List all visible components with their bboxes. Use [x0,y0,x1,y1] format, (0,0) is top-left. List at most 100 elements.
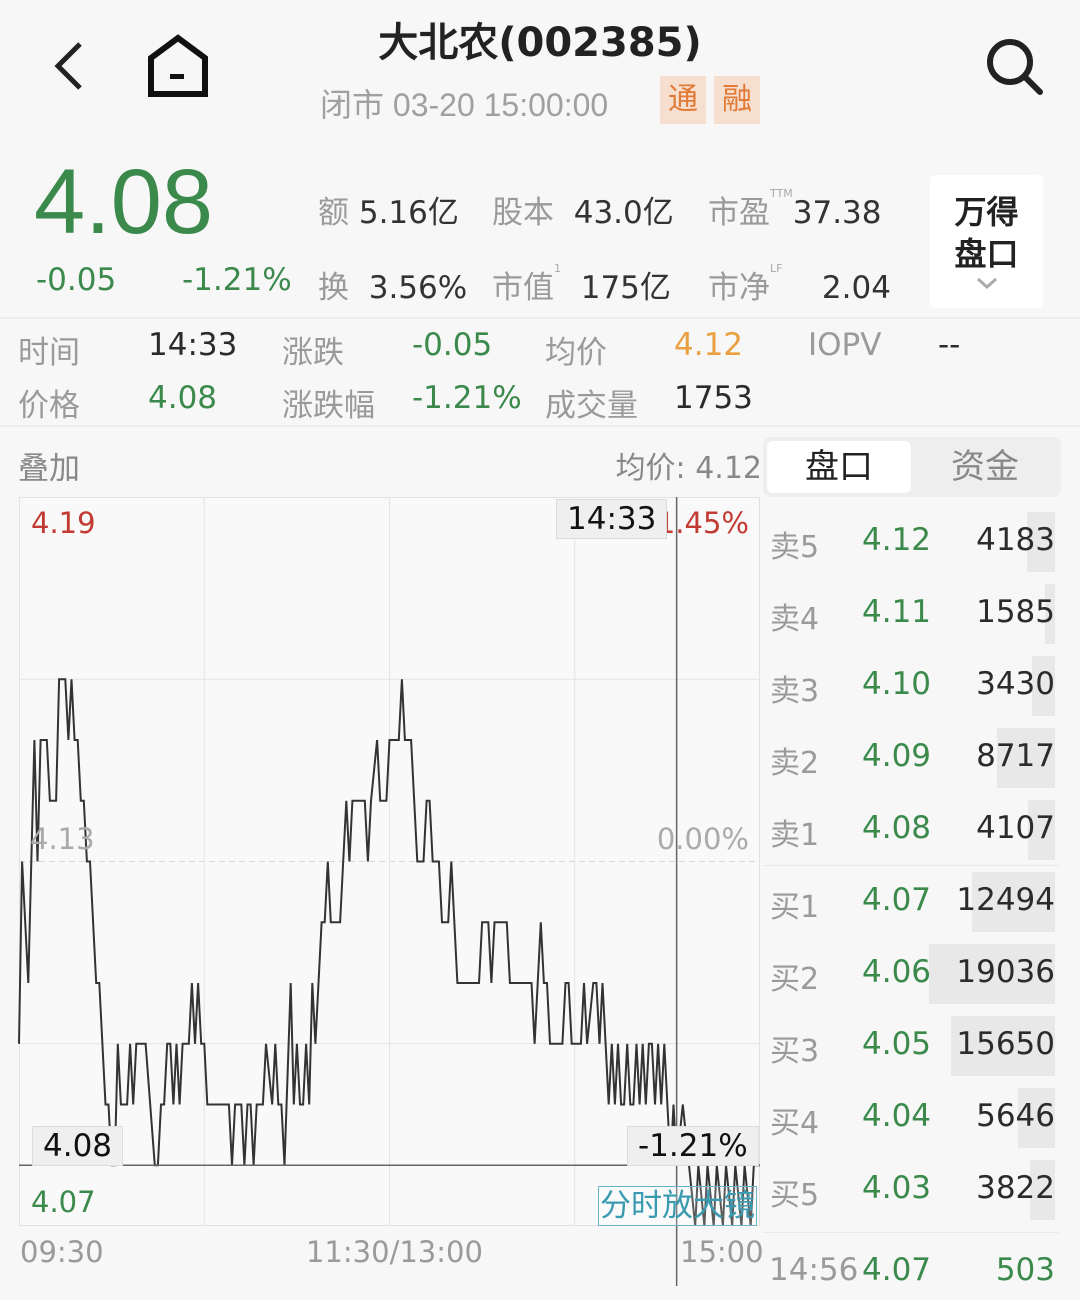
level-label: 买1 [770,890,820,925]
order-book-row[interactable]: 买2 4.06 19036 [763,944,1059,1004]
y-tick-top: 4.19 [31,506,96,540]
divider [0,425,1080,427]
stat-share: 股本 43.0亿 [492,187,674,232]
info-time: 14:33 [148,327,238,363]
level-price: 4.08 [862,810,932,846]
stat-value: 2.04 [821,270,891,306]
stat-label: 市盈 [708,195,770,231]
info-volume: 1753 [674,380,753,416]
trade-price: 4.07 [862,1252,932,1288]
order-book-row[interactable]: 买5 4.03 3822 [763,1160,1059,1220]
info-chg-pct: -1.21% [412,380,522,416]
tab-orderbook[interactable]: 盘口 [767,441,911,493]
stat-value: 5.16亿 [358,195,459,231]
level-price: 4.03 [862,1170,932,1206]
ob-divider [763,1232,1059,1233]
market-status: 闭市 03-20 15:00:00 [320,87,609,123]
chart-canvas [18,497,760,1286]
home-button[interactable] [146,34,210,98]
order-book-row[interactable]: 卖4 4.11 1585 [763,584,1059,644]
level-price: 4.11 [862,594,932,630]
info-chg-label: 涨跌 [282,335,344,371]
level-price: 4.06 [862,954,932,990]
stat-label: 股本 [492,195,554,231]
stat-value: 37.38 [792,195,882,231]
overlay-button[interactable]: 叠加 [18,451,80,487]
level-label: 买5 [770,1178,820,1213]
level-price: 4.12 [862,522,932,558]
info-price: 4.08 [148,380,218,416]
level-label: 买4 [770,1106,820,1141]
chevron-left-icon [54,42,82,90]
stat-value: 175亿 [580,270,671,306]
info-avg: 4.12 [674,327,744,363]
level-volume: 5646 [976,1098,1055,1134]
pct-tick-top: 1.45% [656,506,749,540]
back-button[interactable] [48,38,92,94]
stat-pb: 市净LF 2.04 [708,262,891,307]
pct-tick-mid: 0.00% [656,822,749,856]
volume-bar [929,944,1055,1004]
stat-pe: 市盈TTM37.38 [708,187,882,232]
level-price: 4.05 [862,1026,932,1062]
level-label: 买3 [770,1034,820,1069]
order-book-row[interactable]: 卖2 4.09 8717 [763,728,1059,788]
order-book-row[interactable]: 买3 4.05 15650 [763,1016,1059,1076]
order-book-row[interactable]: 卖1 4.08 4107 [763,800,1059,860]
volume-bar [1029,1160,1055,1220]
stat-sup: 1 [554,262,561,275]
level-volume: 8717 [976,738,1055,774]
info-time-label: 时间 [18,335,80,371]
wind-orderbook-button[interactable]: 万得 盘口 [930,175,1043,308]
last-trade-row: 14:56 4.07 503 [763,1240,1059,1300]
volume-bar [1044,584,1055,644]
info-price-label: 价格 [18,388,80,424]
order-book-row[interactable]: 买4 4.04 5646 [763,1088,1059,1148]
stat-label: 换 [318,270,349,306]
level-price: 4.10 [862,666,932,702]
stat-label: 额 [318,195,349,231]
search-button[interactable] [982,34,1046,98]
level-volume: 4107 [976,810,1055,846]
level-label: 卖3 [770,674,820,709]
wind-button-line1: 万得 [954,193,1019,231]
level-price: 4.04 [862,1098,932,1134]
divider [0,317,1080,319]
price-change-pct: -1.21% [182,262,292,298]
info-iopv: -- [938,327,961,363]
y-tick-mid: 4.13 [30,822,95,856]
level-volume: 12494 [956,882,1055,918]
level-volume: 4183 [976,522,1055,558]
x-tick-midday: 11:30/13:00 [306,1235,483,1269]
ob-divider [763,865,1059,866]
stat-label: 市净 [708,270,770,306]
x-tick-open: 09:30 [20,1235,104,1269]
stat-amount: 额 5.16亿 [318,187,459,232]
order-book-row[interactable]: 卖5 4.12 4183 [763,512,1059,572]
level-volume: 1585 [976,594,1055,630]
stat-label: 市值 [492,270,554,306]
volume-bar [1027,512,1055,572]
stat-mcap: 市值1 175亿 [492,262,671,307]
intraday-chart[interactable] [18,497,760,1286]
level-volume: 15650 [956,1026,1055,1062]
last-price: 4.08 [34,151,214,253]
x-tick-close: 15:00 [680,1235,764,1269]
tab-capital[interactable]: 资金 [951,447,1019,487]
page-title: 大北农(002385) [378,20,702,66]
side-tabs: 盘口 资金 [763,437,1061,497]
trade-volume: 503 [995,1252,1055,1288]
info-iopv-label: IOPV [808,327,882,363]
order-book-row[interactable]: 买1 4.07 12494 [763,872,1059,932]
info-chg: -0.05 [412,327,493,363]
crosshair-price-tag: 4.08 [32,1126,124,1166]
order-book-row[interactable]: 卖3 4.10 3430 [763,656,1059,716]
level-price: 4.09 [862,738,932,774]
avg-price-legend: 均价: 4.12 [615,451,762,486]
magnifier-button[interactable]: 分时放大镜 [598,1186,757,1226]
volume-bar [1027,800,1055,860]
level-label: 卖1 [770,818,820,853]
volume-bar [951,1016,1055,1076]
stat-value: 3.56% [368,270,468,306]
info-chg-pct-label: 涨跌幅 [282,388,375,424]
